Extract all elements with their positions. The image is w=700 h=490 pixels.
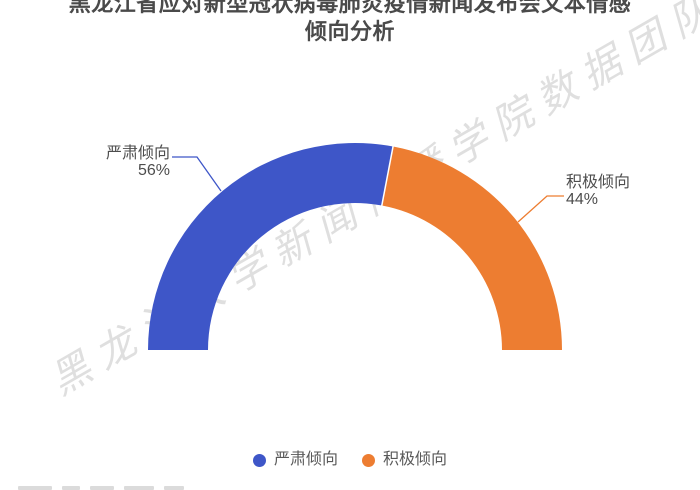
slice-label-positive: 积极倾向 44% (566, 174, 656, 208)
donut-slice-positive[interactable] (382, 146, 562, 350)
chart-title-line2: 倾向分析 (304, 19, 395, 44)
half-donut (148, 143, 562, 350)
legend-item-positive[interactable]: 积极倾向 (362, 452, 447, 468)
legend-dot-positive (362, 453, 375, 467)
slice-label-serious-value: 56% (137, 162, 170, 179)
legend-label-positive: 积极倾向 (383, 451, 448, 468)
legend-item-serious[interactable]: 严肃倾向 (252, 451, 338, 468)
leader-line-serious (172, 156, 222, 192)
slice-label-positive-name: 积极倾向 (566, 174, 631, 191)
chart-title-line1: 黑龙江省应对新型冠状病毒肺炎疫情新闻发布会文本情感 (68, 0, 632, 16)
chart-title: 黑龙江省应对新型冠状病毒肺炎疫情新闻发布会文本情感 倾向分析 (0, 0, 700, 46)
slice-label-serious-name: 严肃倾向 (105, 145, 170, 162)
legend-dot-serious (252, 453, 266, 467)
donut-slice-serious[interactable] (148, 143, 394, 350)
slice-label-serious: 严肃倾向 56% (88, 145, 170, 179)
legend-label-serious: 严肃倾向 (273, 451, 338, 468)
legend: 严肃倾向 积极倾向 (0, 452, 700, 468)
leader-line-positive (517, 195, 564, 223)
slice-label-positive-value: 44% (566, 191, 599, 208)
cropped-caption (18, 486, 184, 490)
